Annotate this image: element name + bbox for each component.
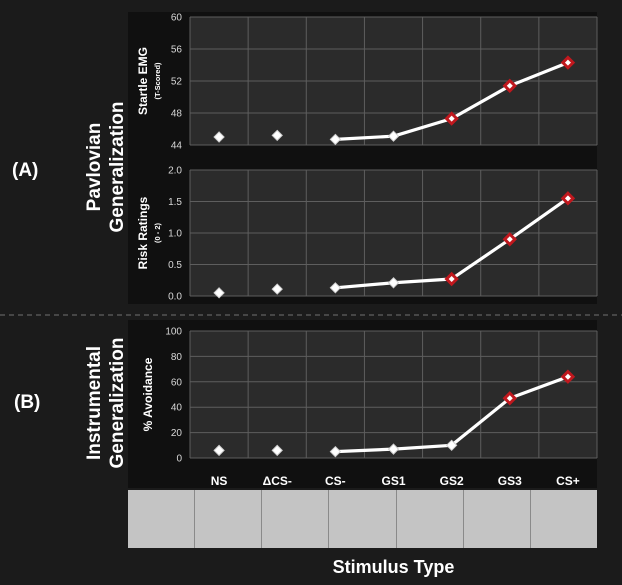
y-tick-label: 56 [171, 45, 183, 56]
stimulus-cell-cs-minus [262, 490, 330, 548]
panel-label-b: (B) [14, 392, 41, 413]
data-point-center [564, 373, 571, 380]
data-point [213, 287, 225, 299]
data-point [271, 444, 283, 457]
stimulus-strip [128, 490, 597, 548]
panel-label-a: (A) [12, 160, 39, 181]
plot-area [190, 331, 597, 458]
y-tick-label: 100 [165, 327, 182, 338]
data-point-center [564, 59, 571, 66]
data-point [445, 439, 458, 452]
y-tick-label: 1.0 [168, 229, 182, 240]
x-tick-label: CS- [325, 474, 346, 488]
y-tick-label: 48 [171, 109, 183, 120]
x-tick-label: NS [211, 474, 228, 488]
stimulus-cell-gs1 [329, 490, 397, 548]
x-tick-label: CS+ [556, 474, 580, 488]
data-point [387, 443, 400, 455]
stimulus-cell-gs2 [397, 490, 464, 548]
data-point-center [506, 82, 513, 89]
y-tick-label: 80 [171, 352, 183, 363]
y-tick-label: 0.0 [168, 292, 182, 303]
y-axis-label: % Avoidance [141, 357, 155, 431]
chart-2: 0.0 0.5 1.0 1.5 2.0 Risk Ratings (0 - 2) [136, 166, 598, 303]
y-tick-label: 0 [176, 454, 182, 465]
x-tick-label: GS2 [440, 474, 464, 488]
section-title-pavlovian-line1: Pavlovian [84, 122, 105, 212]
data-point [271, 283, 283, 295]
data-point [271, 129, 283, 142]
y-tick-label: 2.0 [168, 166, 182, 177]
section-title-instrumental-line2: Generalization [107, 337, 128, 469]
stimulus-cell-cs-plus [531, 490, 597, 548]
y-axis-sublabel: (0 - 2) [153, 223, 162, 244]
y-axis-label: Startle EMG [136, 47, 150, 115]
y-tick-label: 20 [171, 428, 183, 439]
stimulus-cell-gs3 [464, 490, 531, 548]
y-tick-label: 0.5 [168, 260, 182, 271]
section-title-instrumental-line1: Instrumental [84, 345, 105, 461]
stimulus-cell-dcs-minus [195, 490, 263, 548]
data-point [329, 133, 342, 146]
data-point-center [448, 115, 455, 122]
y-axis-label: Risk Ratings [136, 196, 150, 269]
data-point-center [564, 195, 571, 202]
data-point [213, 444, 225, 457]
section-title-instrumental: Instrumental Generalization [83, 323, 129, 483]
data-point [213, 131, 225, 143]
y-tick-label: 60 [171, 377, 183, 388]
data-point-center [448, 275, 455, 282]
data-point [329, 282, 342, 294]
data-point-center [506, 236, 513, 243]
data-point [387, 130, 400, 142]
section-title-pavlovian: Pavlovian Generalization [83, 87, 129, 247]
chart-1: 44 48 52 56 60 Startle EMG (T-Scored) [136, 13, 598, 152]
chart-3: 0 20 40 60 80 100 % Avoidance NS ΔCS- CS- GS1 GS2 GS… [141, 327, 598, 488]
data-point [329, 445, 342, 458]
x-axis-title: Stimulus Type [332, 557, 455, 577]
x-tick-label: GS3 [498, 474, 522, 488]
y-tick-label: 40 [171, 403, 183, 414]
stimulus-cell-ns [128, 490, 196, 548]
x-tick-label: GS1 [381, 474, 405, 488]
y-tick-label: 60 [171, 13, 183, 24]
y-tick-label: 44 [171, 141, 183, 152]
y-tick-label: 1.5 [168, 197, 182, 208]
data-point-center [506, 395, 513, 402]
data-point [387, 277, 400, 289]
x-tick-label: ΔCS- [263, 474, 292, 488]
y-axis-sublabel: (T-Scored) [153, 62, 162, 100]
y-tick-label: 52 [171, 77, 183, 88]
section-title-pavlovian-line2: Generalization [107, 101, 128, 233]
